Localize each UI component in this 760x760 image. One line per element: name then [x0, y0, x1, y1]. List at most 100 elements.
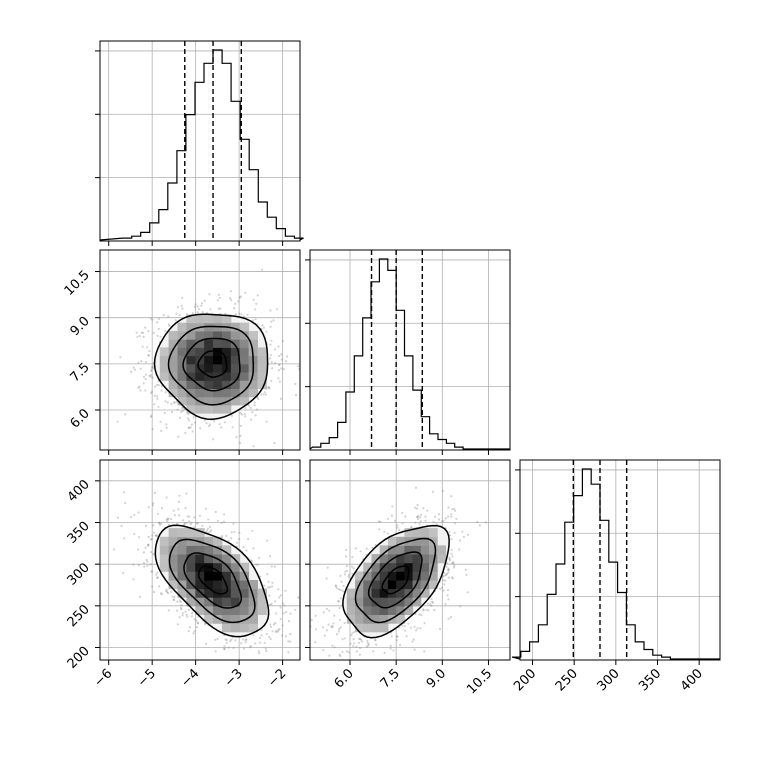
- scatter-point: [188, 515, 191, 518]
- scatter-point: [326, 566, 329, 569]
- density-cell: [363, 605, 372, 615]
- density-cell: [177, 322, 187, 332]
- scatter-point: [372, 650, 375, 653]
- scatter-point: [255, 563, 258, 566]
- scatter-point: [307, 619, 309, 621]
- scatter-point: [302, 623, 304, 625]
- scatter-point: [229, 640, 232, 643]
- scatter-point: [190, 615, 193, 618]
- scatter-point: [435, 523, 438, 526]
- density-cell: [159, 347, 170, 357]
- scatter-point: [156, 334, 159, 337]
- scatter-point: [144, 389, 147, 392]
- density-cell: [239, 588, 250, 598]
- density-cell: [221, 545, 232, 555]
- scatter-point: [282, 602, 285, 605]
- scatter-point: [156, 512, 159, 516]
- density-cell: [248, 597, 258, 607]
- scatter-point: [181, 612, 184, 615]
- scatter-point: [176, 623, 179, 626]
- density-contour: [153, 313, 269, 420]
- scatter-point: [216, 299, 220, 302]
- scatter-point: [414, 506, 417, 509]
- scatter-point: [146, 560, 149, 563]
- scatter-point: [289, 640, 292, 643]
- scatter-point: [455, 517, 458, 521]
- scatter-point: [112, 548, 115, 551]
- scatter-point: [252, 298, 255, 301]
- scatter-point: [425, 608, 428, 611]
- scatter-point: [174, 319, 177, 322]
- density-cell: [379, 597, 389, 607]
- scatter-point: [401, 511, 404, 514]
- scatter-point: [197, 308, 200, 311]
- scatter-point: [378, 528, 381, 531]
- scatter-point: [403, 625, 406, 628]
- scatter-point: [257, 563, 260, 566]
- scatter-point: [242, 546, 245, 549]
- scatter-point: [210, 529, 213, 532]
- scatter-point: [172, 401, 175, 404]
- density-cell: [396, 554, 405, 564]
- density-cell: [195, 339, 205, 348]
- scatter-point: [171, 410, 174, 414]
- density-cell: [257, 380, 267, 389]
- scatter-point: [222, 647, 225, 651]
- scatter-point: [144, 524, 148, 528]
- density-contour: [168, 538, 256, 624]
- scatter-point: [335, 586, 338, 590]
- scatter-point: [441, 520, 444, 523]
- scatter-point: [147, 354, 150, 357]
- x-tick-label: −4: [178, 666, 202, 690]
- scatter-point: [260, 393, 263, 396]
- scatter-point: [160, 507, 164, 510]
- density-cell: [186, 388, 196, 398]
- scatter-point: [168, 324, 171, 327]
- scatter-point: [143, 565, 146, 568]
- scatter-density-1-3: [99, 459, 304, 661]
- scatter-point: [269, 325, 272, 328]
- density-cell: [404, 580, 414, 590]
- scatter-point: [346, 650, 349, 653]
- density-cell: [371, 554, 381, 564]
- density-cell: [204, 314, 214, 324]
- density-cell: [230, 562, 241, 572]
- scatter-point: [339, 654, 342, 658]
- density-cell: [248, 580, 258, 590]
- density-contour: [367, 551, 423, 609]
- scatter-point: [217, 307, 220, 310]
- scatter-point: [166, 520, 169, 523]
- scatter-point: [415, 629, 418, 632]
- density-cell: [213, 331, 223, 340]
- scatter-point: [306, 574, 308, 576]
- scatter-point: [279, 606, 282, 609]
- density-cell: [420, 536, 430, 546]
- scatter-point: [279, 594, 282, 597]
- scatter-point: [422, 507, 425, 510]
- scatter-point: [417, 518, 420, 521]
- scatter-point: [268, 594, 271, 597]
- scatter-point: [231, 426, 234, 429]
- density-cell: [429, 545, 438, 555]
- density-cell: [239, 388, 250, 398]
- density-cell: [420, 545, 430, 555]
- scatter-point: [151, 366, 155, 369]
- y-tick-label: 7.5: [68, 360, 93, 385]
- scatter-point: [167, 517, 170, 520]
- scatter-point: [196, 305, 199, 308]
- scatter-point: [227, 539, 230, 542]
- scatter-point: [181, 296, 184, 299]
- scatter-point: [252, 634, 255, 637]
- scatter-point: [124, 501, 127, 505]
- scatter-point: [274, 630, 277, 634]
- density-cell: [239, 372, 250, 381]
- scatter-point: [150, 390, 153, 393]
- scatter-point: [447, 617, 450, 620]
- scatter-point: [446, 589, 450, 592]
- scatter-point: [345, 564, 349, 568]
- scatter-point: [289, 612, 292, 615]
- scatter-point: [447, 568, 450, 572]
- density-contour: [183, 552, 243, 609]
- y-axis-param-3-col-2: [305, 480, 310, 648]
